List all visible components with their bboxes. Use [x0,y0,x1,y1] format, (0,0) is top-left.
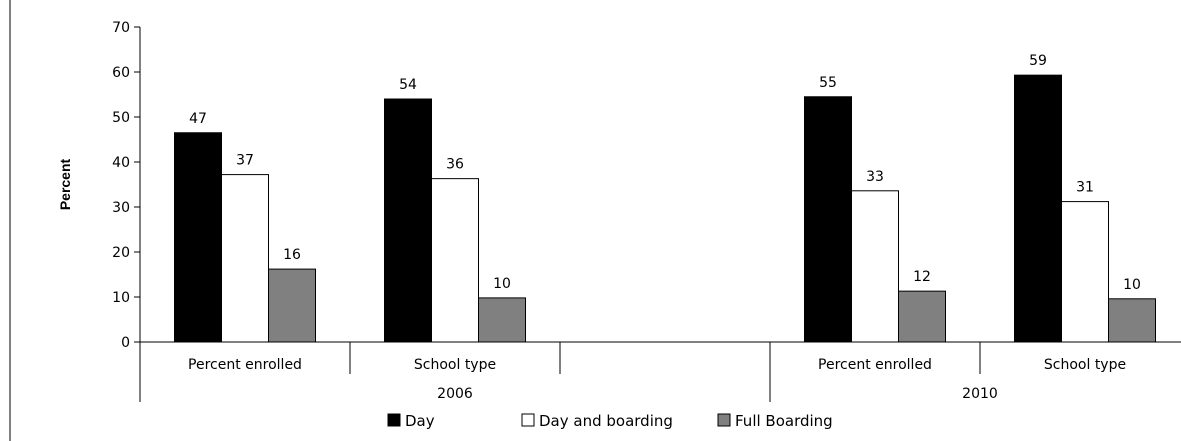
category-label: School type [414,357,496,373]
data-label: 10 [1123,277,1141,293]
bar [174,132,222,343]
bar [1061,201,1109,343]
bar [384,98,432,343]
legend-swatch [717,413,731,427]
legend-label: Day and boarding [539,412,673,430]
data-label: 54 [399,77,417,93]
group-label: 2010 [962,386,998,402]
y-axis-title: Percent [57,158,73,210]
group-label: 2006 [437,386,473,402]
y-tick-label: 70 [112,20,130,36]
bars [174,74,1156,343]
bar [1108,298,1156,343]
legend-swatch [521,413,535,427]
data-label: 37 [236,153,254,169]
y-tick-label: 10 [112,290,130,306]
legend-swatch [387,413,401,427]
category-label: School type [1044,357,1126,373]
y-tick-label: 30 [112,200,130,216]
data-label: 16 [283,247,301,263]
bar [478,297,526,343]
legend-label: Day [405,412,435,430]
data-label: 59 [1029,53,1047,69]
data-label: 10 [493,276,511,292]
data-label: 47 [189,111,207,127]
y-tick-label: 60 [112,65,130,81]
bar [431,178,479,343]
bar [268,268,316,343]
y-tick-label: 40 [112,155,130,171]
bar [804,96,852,343]
category-label: Percent enrolled [188,357,302,373]
data-label: 31 [1076,180,1094,196]
y-tick-label: 0 [121,335,130,351]
bar [221,174,269,343]
data-labels: 47 37 16 54 36 10 55 33 12 59 31 10 [189,53,1141,293]
data-label: 33 [866,169,884,185]
data-label: 55 [819,75,837,91]
data-label: 12 [913,269,931,285]
legend: Day Day and boarding Full Boarding [387,412,833,430]
bar [851,190,899,343]
bar [898,290,946,343]
data-label: 36 [446,157,464,173]
category-label: Percent enrolled [818,357,932,373]
legend-label: Full Boarding [735,412,833,430]
y-tick-label: 50 [112,110,130,126]
bar [1014,74,1062,343]
y-tick-label: 20 [112,245,130,261]
